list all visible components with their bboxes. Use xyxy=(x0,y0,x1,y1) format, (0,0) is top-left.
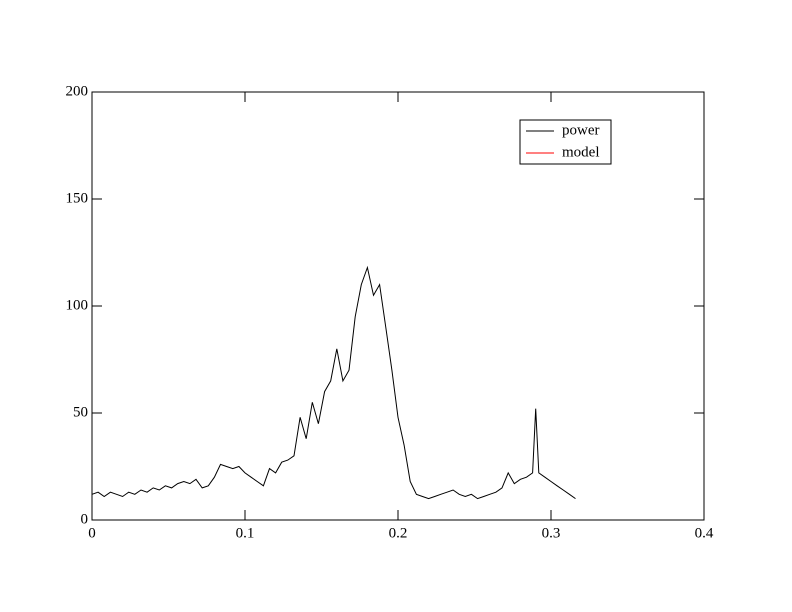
y-tick-label: 200 xyxy=(66,83,89,99)
x-tick-label: 0.3 xyxy=(542,525,561,541)
y-tick-label: 50 xyxy=(73,404,88,420)
legend-box xyxy=(519,119,612,165)
x-tick-label: 0 xyxy=(88,525,96,541)
y-tick-label: 150 xyxy=(66,190,89,206)
y-tick-label: 0 xyxy=(81,511,89,527)
legend-label: model xyxy=(562,144,600,160)
x-tick-label: 0.1 xyxy=(236,525,255,541)
plot-frame xyxy=(91,91,705,521)
x-tick-label: 0.2 xyxy=(389,525,408,541)
data-line xyxy=(91,265,576,500)
x-tick-label: 0.4 xyxy=(695,525,714,541)
legend-label: power xyxy=(562,122,600,138)
y-tick-label: 100 xyxy=(66,297,89,313)
